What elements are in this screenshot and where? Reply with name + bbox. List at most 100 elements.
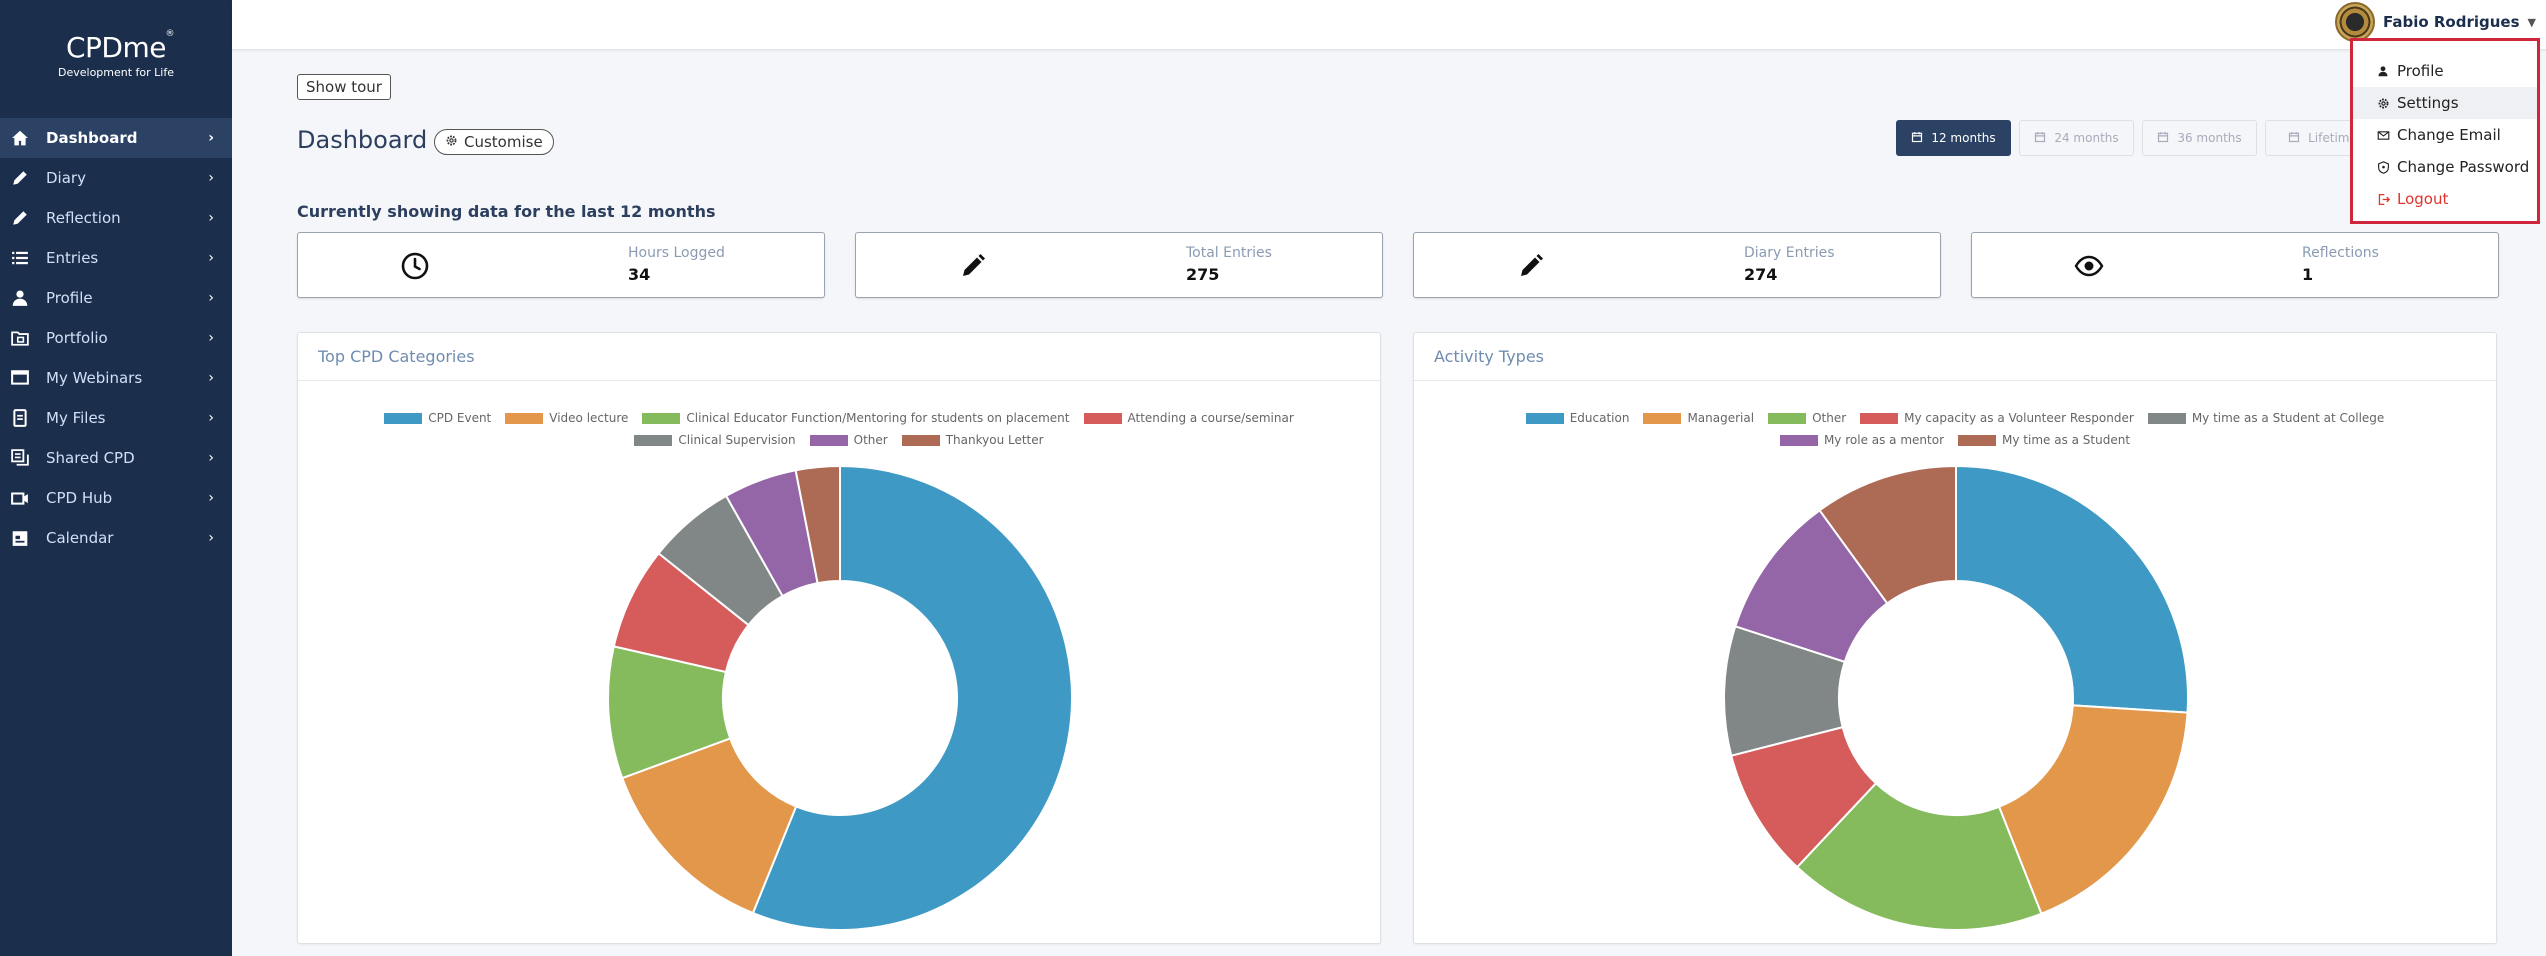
legend-item[interactable]: My role as a mentor <box>1779 431 1944 449</box>
date-range-selector: 12 months 24 months 36 months Lifetime <box>1896 120 2380 156</box>
range-label: 36 months <box>2177 131 2242 145</box>
logout-icon <box>2375 193 2391 206</box>
video-icon <box>10 488 30 508</box>
pie-slice-education[interactable] <box>1955 464 2189 714</box>
legend-item[interactable]: Attending a course/seminar <box>1083 409 1294 427</box>
customise-button[interactable]: Customise <box>434 129 554 155</box>
page-title: Dashboard <box>297 126 428 154</box>
activity-types-chart <box>1723 464 2189 931</box>
legend-item[interactable]: Other <box>1768 409 1846 427</box>
legend-item[interactable]: Managerial <box>1643 409 1754 427</box>
sidebar-item-calendar[interactable]: Calendar › <box>0 518 232 558</box>
stat-reflections: Reflections 1 <box>1971 232 2499 298</box>
range-24-months-button[interactable]: 24 months <box>2019 120 2134 156</box>
top-cpd-categories-chart <box>607 464 1073 931</box>
top-bar: Fabio Rodrigues ▼ <box>232 0 2546 50</box>
legend-label: Clinical Supervision <box>678 433 796 447</box>
stat-value: 34 <box>628 265 651 284</box>
sidebar-item-diary[interactable]: Diary › <box>0 158 232 198</box>
stat-value: 275 <box>1186 265 1220 284</box>
pie-slice-my-time-as-a-student[interactable] <box>1818 464 1957 605</box>
stat-hours-logged: Hours Logged 34 <box>297 232 825 298</box>
clock-icon <box>400 251 430 281</box>
customise-label: Customise <box>464 133 543 151</box>
legend-label: Clinical Educator Function/Mentoring for… <box>686 411 1070 425</box>
user-name: Fabio Rodrigues <box>2382 13 2520 31</box>
chevron-right-icon: › <box>208 130 214 146</box>
legend-swatch <box>1860 412 1899 424</box>
activity-types-card: Activity Types Education Managerial Other M… <box>1413 332 2497 944</box>
cpdme-logo[interactable]: CPDme ® Development for Life <box>0 0 232 110</box>
legend-swatch <box>1768 412 1807 424</box>
pie-slice-thankyou-letter[interactable] <box>794 464 841 585</box>
sidebar-item-profile[interactable]: Profile › <box>0 278 232 318</box>
legend-item[interactable]: My time as a Student <box>1958 431 2130 449</box>
legend-item[interactable]: Other <box>809 431 888 449</box>
legend-label: Other <box>1812 411 1847 425</box>
shared-icon <box>10 448 30 468</box>
legend-item[interactable]: My capacity as a Volunteer Responder <box>1860 409 2134 427</box>
legend-item[interactable]: Video lecture <box>505 409 628 427</box>
range-label: Lifetime <box>2308 131 2357 145</box>
dropdown-item-logout[interactable]: Logout <box>2353 183 2537 215</box>
dropdown-item-change-password[interactable]: Change Password <box>2353 151 2537 183</box>
sidebar-item-label: Reflection <box>46 209 121 227</box>
legend-swatch <box>505 412 544 424</box>
legend-label: My time as a Student at College <box>2191 411 2385 425</box>
pie-slice-other[interactable] <box>1795 781 2043 931</box>
stat-label: Hours Logged <box>628 245 725 261</box>
sidebar-item-my-files[interactable]: My Files › <box>0 398 232 438</box>
sidebar-item-shared-cpd[interactable]: Shared CPD › <box>0 438 232 478</box>
dropdown-item-label: Settings <box>2397 94 2459 112</box>
legend-swatch <box>901 434 940 446</box>
range-36-months-button[interactable]: 36 months <box>2142 120 2257 156</box>
sidebar-item-cpd-hub[interactable]: CPD Hub › <box>0 478 232 518</box>
eye-icon <box>2074 251 2104 281</box>
dropdown-item-label: Change Password <box>2397 158 2530 176</box>
range-12-months-button[interactable]: 12 months <box>1896 120 2011 156</box>
dropdown-item-settings[interactable]: Settings <box>2353 87 2537 119</box>
legend-item[interactable]: CPD Event <box>384 409 491 427</box>
sidebar-item-entries[interactable]: Entries › <box>0 238 232 278</box>
dropdown-item-change-email[interactable]: Change Email <box>2353 119 2537 151</box>
legend-swatch <box>384 412 423 424</box>
legend-item[interactable]: Clinical Supervision <box>634 431 796 449</box>
chevron-right-icon: › <box>208 250 214 266</box>
pencil-icon <box>1516 251 1546 281</box>
sidebar-item-my-webinars[interactable]: My Webinars › <box>0 358 232 398</box>
stat-label: Diary Entries <box>1744 245 1835 261</box>
legend-item[interactable]: Thankyou Letter <box>901 431 1044 449</box>
dropdown-item-profile[interactable]: Profile <box>2353 55 2537 87</box>
stat-label: Total Entries <box>1186 245 1272 261</box>
sidebar-item-dashboard[interactable]: Dashboard › <box>0 118 232 158</box>
dropdown-item-label: Logout <box>2397 190 2449 208</box>
pie-slice-cpd-event[interactable] <box>751 464 1073 931</box>
stat-value: 1 <box>2302 265 2314 284</box>
pie-slice-managerial[interactable] <box>1997 704 2189 916</box>
user-dropdown-menu: Profile Settings Change Email Change Pas… <box>2350 38 2540 224</box>
legend-item[interactable]: Education <box>1525 409 1629 427</box>
dropdown-item-label: Change Email <box>2397 126 2501 144</box>
sidebar-item-portfolio[interactable]: Portfolio › <box>0 318 232 358</box>
sidebar-item-label: Profile <box>46 289 93 307</box>
legend-swatch <box>1525 412 1564 424</box>
pie-slice-video-lecture[interactable] <box>620 737 798 915</box>
show-tour-button[interactable]: Show tour <box>297 74 391 100</box>
legend-label: My capacity as a Volunteer Responder <box>1904 411 2134 425</box>
legend-swatch <box>1643 412 1682 424</box>
card-title: Top CPD Categories <box>298 333 1380 381</box>
legend-swatch <box>1779 434 1818 446</box>
logo-title: CPDme <box>66 31 167 64</box>
sidebar-item-label: Shared CPD <box>46 449 135 467</box>
user-menu-toggle[interactable]: Fabio Rodrigues ▼ <box>2334 2 2536 42</box>
legend-item[interactable]: My time as a Student at College <box>2147 409 2385 427</box>
chevron-right-icon: › <box>208 170 214 186</box>
shield-icon <box>2375 160 2391 174</box>
range-label: 24 months <box>2054 131 2119 145</box>
legend-swatch <box>642 412 681 424</box>
pencil-icon <box>958 251 988 281</box>
stat-label: Reflections <box>2302 245 2379 261</box>
chevron-right-icon: › <box>208 210 214 226</box>
legend-item[interactable]: Clinical Educator Function/Mentoring for… <box>642 409 1070 427</box>
sidebar-item-reflection[interactable]: Reflection › <box>0 198 232 238</box>
